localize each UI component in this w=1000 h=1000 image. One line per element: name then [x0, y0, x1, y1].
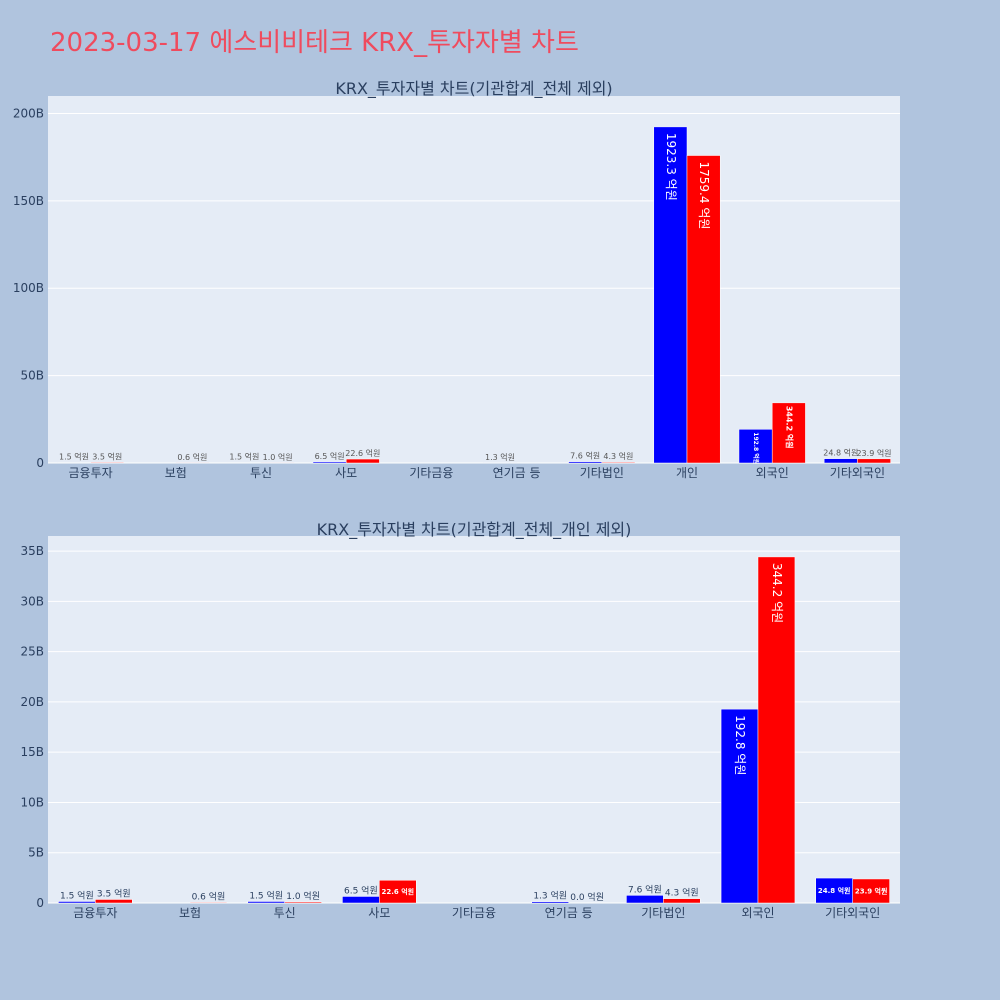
x-tick-label: 사모: [368, 906, 390, 920]
x-tick-label: 투신: [250, 466, 272, 480]
x-tick-label: 금융투자: [73, 906, 117, 920]
bar: [345, 458, 380, 464]
bar: [815, 877, 853, 904]
bar: [720, 708, 759, 904]
bar: [626, 895, 664, 904]
bar: [95, 899, 133, 904]
bar: [568, 461, 603, 464]
data-label: 24.8 억원: [823, 448, 858, 458]
data-label: 6.5 억원: [344, 884, 378, 896]
x-tick-label: 기타외국인: [830, 466, 885, 480]
bar: [663, 898, 701, 904]
x-tick-label: 기타금융: [409, 466, 453, 480]
bar: [601, 461, 636, 464]
data-label: 3.5 억원: [92, 451, 122, 461]
data-label: 0.0 억원: [570, 891, 604, 903]
bar: [852, 878, 890, 904]
data-label: 6.5 억원: [315, 451, 345, 461]
bar: [738, 429, 773, 464]
y-tick-label: 20B: [20, 695, 44, 709]
bar: [771, 402, 806, 464]
plot-area: [48, 96, 900, 463]
chart-bottom: KRX_투자자별 차트(기관합계_전체_개인 제외) 0 5B 10B 15B 20B 25…: [20, 520, 900, 920]
x-tick-label: 외국인: [741, 906, 774, 920]
bar: [653, 126, 688, 464]
data-label: 1.5 억원: [249, 889, 283, 901]
data-label: 7.6 억원: [628, 883, 662, 895]
data-label: 0.6 억원: [192, 890, 226, 902]
data-label: 4.3 억원: [665, 887, 699, 899]
bar: [342, 896, 380, 904]
bar: [247, 901, 285, 904]
y-tick-label: 150B: [13, 194, 44, 208]
data-label: 1.5 억원: [229, 452, 259, 462]
data-label: 1.0 억원: [286, 890, 320, 902]
chart-title: KRX_투자자별 차트(기관합계_전체 제외): [335, 79, 612, 99]
y-tick-label: 25B: [20, 645, 44, 659]
data-label: 23.9 억원: [856, 448, 891, 458]
data-label: 7.6 억원: [570, 451, 600, 461]
y-tick-label: 200B: [13, 106, 44, 120]
y-tick-label: 15B: [20, 745, 44, 759]
data-label: 1.3 억원: [485, 452, 515, 462]
page-title: 2023-03-17 에스비비테크 KRX_투자자별 차트: [50, 28, 579, 58]
x-tick-label: 기타금융: [452, 906, 496, 920]
x-tick-label: 투신: [274, 906, 296, 920]
x-tick-label: 외국인: [756, 466, 789, 480]
y-tick-label: 5B: [28, 846, 44, 860]
data-label: 192.8 억원: [733, 715, 747, 775]
y-tick-label: 30B: [20, 594, 44, 608]
data-label: 0.6 억원: [177, 452, 207, 462]
data-label: 4.3 억원: [603, 451, 633, 461]
data-label: 344.2 억원: [770, 563, 784, 623]
bar: [284, 901, 322, 904]
x-tick-label: 보험: [165, 466, 187, 480]
bar: [823, 458, 858, 464]
bar: [757, 556, 796, 904]
data-label: 1.5 억원: [60, 889, 94, 901]
bar: [686, 155, 721, 464]
data-label: 192.8 억원: [752, 432, 760, 464]
bar: [90, 462, 125, 464]
bar: [58, 901, 96, 904]
x-tick-label: 보험: [179, 906, 201, 920]
y-tick-label: 35B: [20, 544, 44, 558]
data-label: 22.6 억원: [345, 448, 380, 458]
bar: [312, 461, 347, 464]
chart-top: KRX_투자자별 차트(기관합계_전체 제외) 0 50B 100B 150B 200B 금…: [13, 79, 900, 480]
x-tick-label: 기타법인: [641, 906, 685, 920]
x-tick-label: 기타외국인: [825, 906, 880, 920]
data-label: 22.6 억원: [381, 887, 414, 896]
bar: [531, 901, 569, 904]
x-tick-label: 기타법인: [580, 466, 624, 480]
data-label: 344.2 억원: [784, 406, 794, 449]
y-tick-label: 0: [36, 456, 44, 470]
x-tick-label: 금융투자: [69, 466, 113, 480]
y-tick-label: 50B: [20, 369, 44, 383]
data-label: 23.9 억원: [855, 886, 888, 895]
data-label: 1.3 억원: [533, 890, 567, 902]
bar: [189, 902, 228, 904]
x-tick-label: 연기금 등: [545, 906, 593, 920]
x-tick-label: 연기금 등: [493, 466, 541, 480]
x-tick-label: 사모: [335, 466, 357, 480]
y-tick-label: 100B: [13, 281, 44, 295]
x-tick-label: 개인: [676, 466, 698, 480]
bar: [379, 880, 417, 904]
bar: [857, 458, 891, 464]
data-label: 1.0 억원: [263, 452, 293, 462]
data-label: 24.8 억원: [818, 886, 851, 895]
data-label: 1923.3 억원: [664, 133, 678, 201]
y-tick-label: 0: [36, 896, 44, 910]
data-label: 3.5 억원: [97, 887, 131, 899]
chart-title: KRX_투자자별 차트(기관합계_전체_개인 제외): [317, 520, 632, 540]
data-label: 1.5 억원: [59, 452, 89, 462]
y-tick-label: 10B: [20, 795, 44, 809]
data-label: 1759.4 억원: [697, 162, 711, 230]
